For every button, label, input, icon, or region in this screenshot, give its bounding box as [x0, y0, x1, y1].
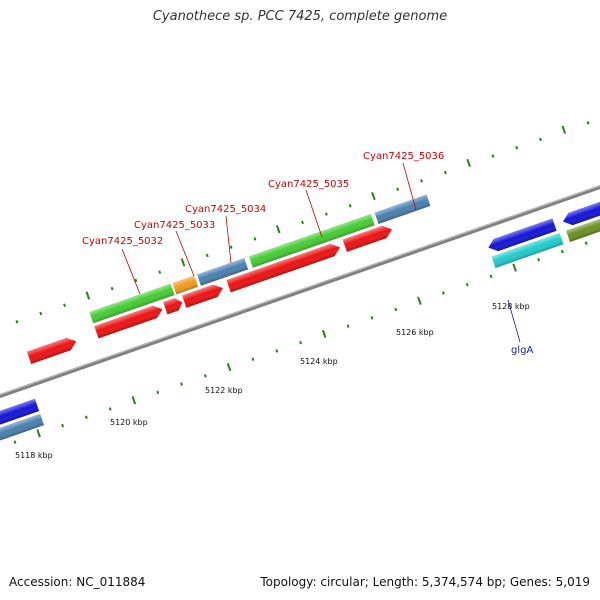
outer-scale-dot	[466, 158, 471, 168]
label-cyan7425-5036: Cyan7425_5036	[363, 151, 444, 162]
inner-scale-dot	[489, 274, 493, 279]
inner-scale-dot	[394, 307, 398, 312]
genome-backbone-highlight	[0, 163, 600, 402]
inner-scale-dot	[465, 282, 469, 287]
inner-scale-dot	[226, 362, 232, 372]
inner-scale-dot	[299, 340, 303, 345]
outer-scale-dot	[420, 179, 423, 183]
outer-scale-dot	[443, 170, 447, 175]
inner-scale-dot	[537, 258, 541, 262]
outer-scale-dot	[324, 212, 328, 216]
label-cyan7425-5032: Cyan7425_5032	[82, 236, 163, 247]
outer-scale-dot	[39, 311, 43, 316]
outer-scale-dot	[63, 303, 66, 307]
accession-text: Accession: NC_011884	[9, 575, 146, 589]
inner-scale-dot	[346, 324, 350, 328]
reverse-strand-genes	[0, 192, 600, 443]
outer-scale-dot	[180, 258, 186, 267]
inner-scale-dot	[108, 407, 112, 411]
outer-scale-dot	[275, 225, 281, 234]
scale-label-5120: 5120 kbp	[110, 418, 148, 427]
outer-scale-dot	[301, 220, 304, 225]
inner-scale-dot	[370, 316, 374, 320]
outer-scale-dot	[586, 121, 590, 125]
label-cyan7425-5034: Cyan7425_5034	[185, 204, 266, 215]
inner-scale-dot	[584, 241, 588, 245]
genome-stats-text: Topology: circular; Length: 5,374,574 bp…	[260, 575, 590, 589]
label-cyan7425-5033: Cyan7425_5033	[134, 220, 215, 231]
outer-scale-dot	[85, 291, 91, 300]
outer-scale-dot	[561, 125, 567, 134]
inner-scale-dot	[275, 349, 279, 353]
inner-scale-dot	[560, 249, 564, 254]
inner-scale-dot	[251, 357, 255, 362]
outer-scale-dot	[205, 253, 209, 258]
feature-boxes	[89, 194, 431, 324]
inner-scale-dot	[36, 429, 41, 438]
outer-dotted-scale	[15, 121, 590, 324]
scale-label-5128: 5128 kbp	[492, 302, 530, 311]
inner-scale-dot	[131, 396, 137, 405]
forward-strand-genes	[26, 225, 392, 364]
outer-scale-dot	[396, 187, 400, 191]
outer-scale-dot	[491, 154, 495, 158]
inner-scale-dot	[321, 329, 327, 339]
glgA-leader	[507, 299, 521, 343]
label-cyan7425-5035: Cyan7425_5035	[268, 179, 349, 190]
inner-scale-dot	[180, 382, 184, 386]
map-title: Cyanothece sp. PCC 7425, complete genome	[152, 9, 448, 24]
inner-scale-dot	[156, 390, 160, 395]
outer-scale-dot	[110, 286, 114, 291]
inner-scale-dot	[13, 440, 17, 444]
genome-backbone	[0, 163, 600, 405]
inner-scale-dot	[203, 374, 207, 378]
outer-scale-dot	[539, 137, 542, 142]
inner-scale-dot	[61, 423, 65, 428]
inner-scale-dot	[84, 415, 88, 420]
outer-scale-dot	[348, 204, 352, 208]
scale-ticks	[13, 241, 588, 444]
inner-scale-dot	[441, 291, 445, 295]
outer-scale-dot	[515, 146, 519, 150]
outer-scale-dot	[371, 191, 376, 201]
inner-scale-dot	[512, 263, 517, 272]
scale-label-5124: 5124 kbp	[300, 357, 338, 366]
outer-scale-dot	[229, 245, 233, 249]
outer-scale-dot	[253, 237, 257, 241]
scale-label-5126: 5126 kbp	[396, 328, 434, 337]
inner-scale-dot	[417, 296, 422, 305]
gene-label-leaders	[121, 162, 417, 295]
outer-scale-dot	[15, 320, 19, 324]
scale-label-5118: 5118 kbp	[15, 451, 53, 460]
label-glgA: glgA	[511, 345, 533, 356]
outer-scale-dot	[158, 270, 162, 274]
scale-label-5122: 5122 kbp	[205, 386, 243, 395]
